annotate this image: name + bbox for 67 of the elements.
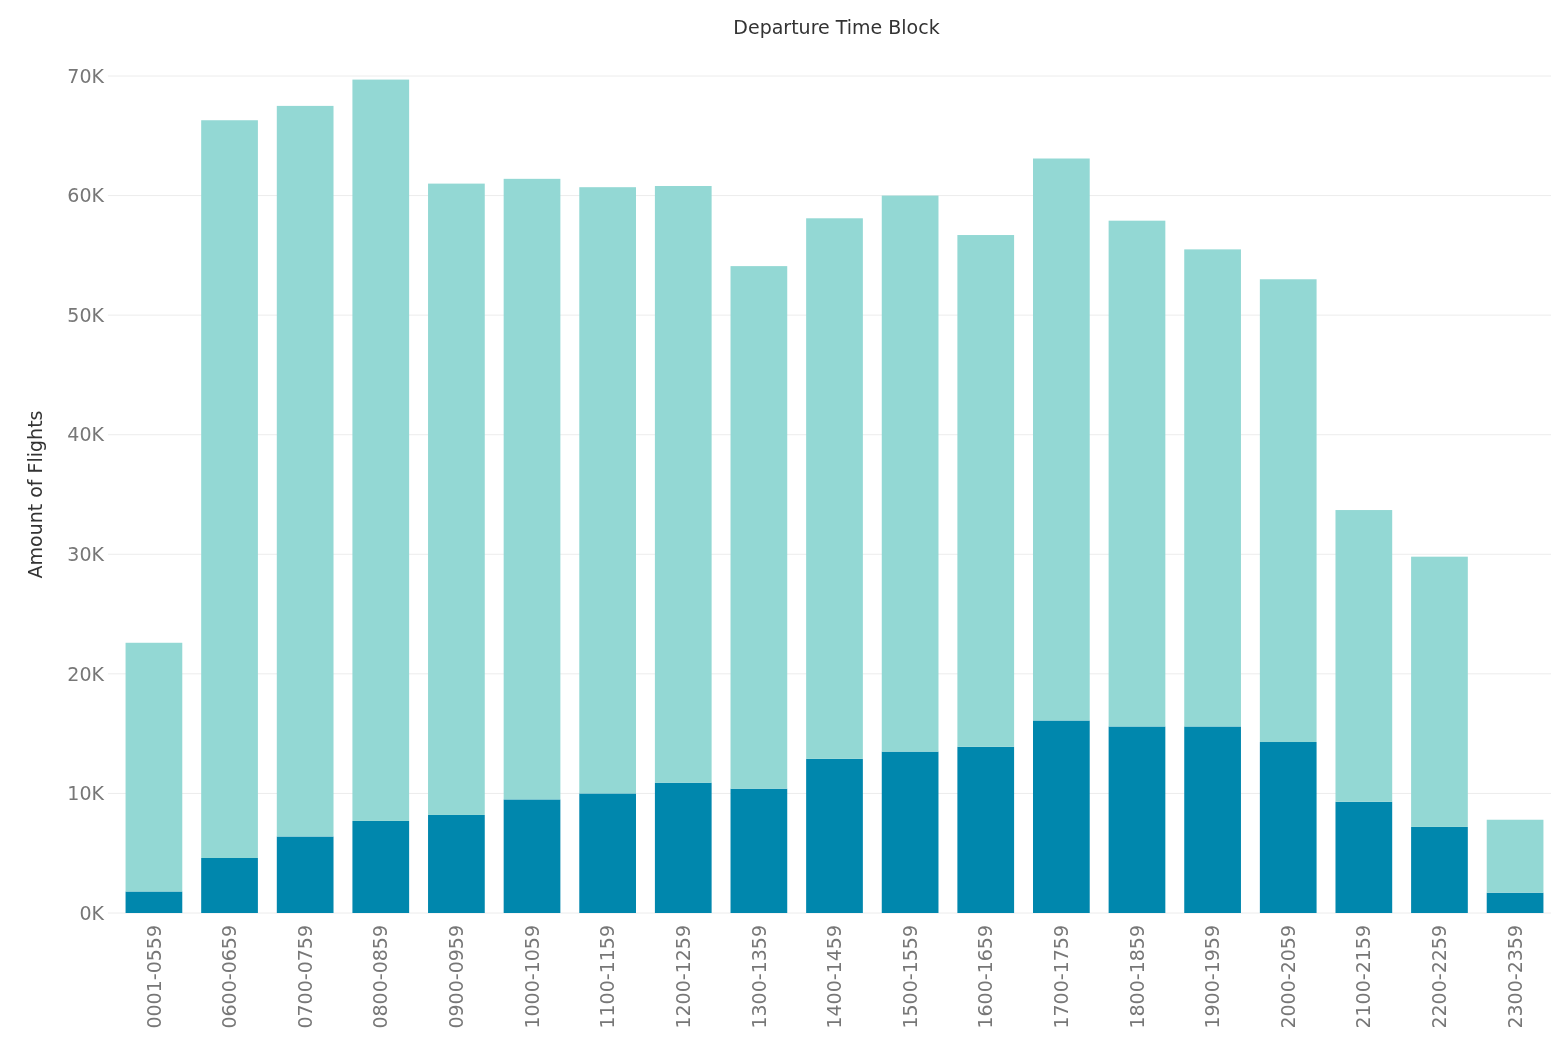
bar (276, 836, 334, 913)
bar (730, 788, 788, 913)
bar (579, 793, 636, 913)
y-axis-title: Amount of Flights (24, 410, 46, 579)
y-tick-label: 20K (67, 662, 105, 685)
x-tick-label: 1300-1359 (747, 925, 770, 1029)
bar (730, 266, 788, 789)
y-tick-label: 0K (79, 901, 105, 924)
bar (428, 183, 485, 815)
bar (1108, 726, 1166, 913)
x-tick-label: 1700-1759 (1050, 925, 1073, 1029)
bar (1108, 220, 1166, 727)
bar (1411, 556, 1468, 827)
bar (806, 218, 863, 759)
x-tick-label: 1800-1859 (1125, 925, 1148, 1029)
bar (881, 751, 939, 913)
bar (201, 120, 258, 858)
y-tick-label: 10K (67, 782, 105, 805)
bar (1033, 720, 1090, 913)
bar (957, 235, 1015, 747)
x-tick-label: 0600-0659 (218, 925, 241, 1029)
x-tick-label: 0900-0959 (445, 925, 468, 1029)
x-tick-label: 1400-1459 (823, 925, 846, 1029)
y-tick-label: 30K (67, 542, 105, 565)
x-tick-label: 2200-2259 (1428, 925, 1451, 1029)
y-tick-label: 60K (67, 184, 105, 207)
bar (957, 746, 1015, 913)
x-tick-label: 1900-1959 (1201, 925, 1224, 1029)
x-tick-label: 1500-1559 (898, 925, 921, 1029)
x-tick-label: 1200-1259 (671, 925, 694, 1029)
chart-title: Departure Time Block (733, 16, 940, 38)
bar (1335, 510, 1393, 802)
bar (1259, 742, 1317, 913)
bar (806, 758, 863, 913)
x-tick-label: 0800-0859 (369, 925, 392, 1029)
bar (1411, 826, 1468, 913)
x-tick-label: 1100-1159 (596, 925, 619, 1029)
bar (428, 814, 485, 913)
bar (352, 79, 410, 821)
bar (654, 782, 712, 913)
bar (881, 195, 939, 752)
x-tick-label: 2100-2159 (1352, 925, 1375, 1029)
bar (125, 891, 183, 913)
bar (201, 858, 258, 913)
bar (503, 178, 561, 800)
bar (654, 186, 712, 783)
x-tick-label: 1600-1659 (974, 925, 997, 1029)
x-tick-label: 0700-0759 (293, 925, 316, 1029)
y-tick-label: 70K (67, 64, 105, 87)
x-tick-label: 2300-2359 (1503, 925, 1526, 1029)
y-tick-label: 50K (67, 303, 105, 326)
bar (352, 820, 410, 913)
x-tick-label: 2000-2059 (1276, 925, 1299, 1029)
bar (1259, 279, 1317, 743)
bar (503, 799, 561, 913)
bar (1033, 158, 1090, 721)
bar (276, 105, 334, 837)
bar (125, 642, 183, 892)
bar (1335, 801, 1393, 913)
bar (1184, 726, 1241, 913)
bar (1486, 892, 1544, 913)
bar (1184, 249, 1241, 727)
y-tick-label: 40K (67, 423, 105, 446)
x-tick-label: 1000-1059 (520, 925, 543, 1029)
bar (579, 187, 636, 794)
x-tick-label: 0001-0559 (142, 925, 165, 1029)
bar (1486, 819, 1544, 893)
